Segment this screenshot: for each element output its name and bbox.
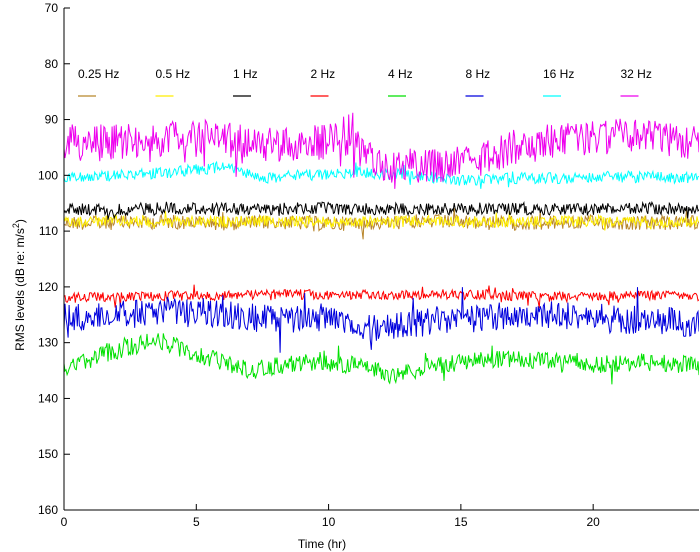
x-tick-label: 0 — [61, 515, 68, 529]
legend-label: 0.5 Hz — [156, 67, 191, 81]
series-line-0-5-hz — [64, 211, 699, 231]
y-tick-label: 130 — [38, 336, 58, 350]
legend: 0.25 Hz 0.5 Hz 1 Hz 2 Hz 4 Hz 8 Hz 16 Hz 32 Hz — [78, 67, 652, 97]
series-line-32-hz — [64, 112, 699, 189]
y-tick-label: 70 — [45, 1, 59, 15]
legend-label: 2 Hz — [311, 67, 336, 81]
x-axis-label: Time (hr) — [298, 537, 346, 551]
series-line-2-hz — [64, 284, 699, 309]
x-tick-label: 5 — [193, 515, 200, 529]
y-axis-label: RMS levels (dB re: m/s2) — [11, 219, 27, 351]
legend-label: 4 Hz — [388, 67, 413, 81]
y-tick-label: 150 — [38, 447, 58, 461]
y-tick-label: 110 — [39, 224, 58, 238]
x-tick-label: 10 — [322, 515, 336, 529]
legend-label: 0.25 Hz — [78, 67, 119, 81]
y-tick-label: 80 — [45, 57, 59, 71]
x-tick-label: 15 — [454, 515, 468, 529]
series-line-1-hz — [64, 200, 699, 220]
y-tick-label: 90 — [45, 113, 59, 127]
series-line-0-25-hz — [64, 207, 699, 240]
x-tick-label: 20 — [586, 515, 600, 529]
y-tick-label: 160 — [38, 503, 58, 517]
y-tick-label: 100 — [38, 168, 58, 182]
legend-label: 8 Hz — [466, 67, 491, 81]
y-tick-label: 140 — [38, 391, 58, 405]
y-tick-label: 120 — [38, 280, 58, 294]
legend-label: 32 Hz — [621, 67, 652, 81]
legend-label: 1 Hz — [233, 67, 258, 81]
legend-label: 16 Hz — [543, 67, 574, 81]
plot-area — [64, 112, 699, 385]
series-line-4-hz — [64, 333, 699, 385]
series-line-8-hz — [64, 287, 699, 353]
